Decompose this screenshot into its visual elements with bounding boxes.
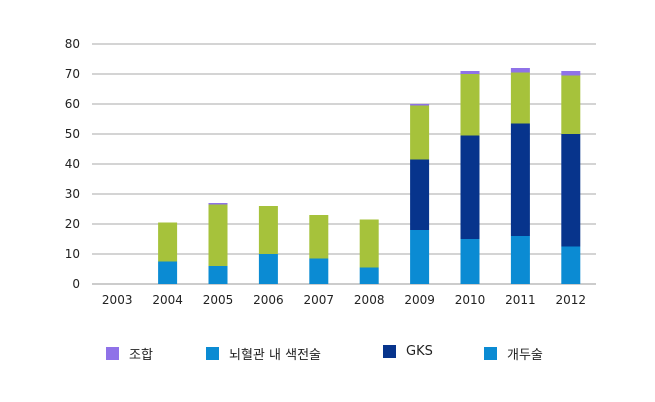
bar-segment [510, 68, 530, 73]
x-tick-label: 2004 [152, 293, 183, 307]
bar-segment [359, 267, 379, 284]
bar-segment [410, 230, 430, 284]
bar-segment [208, 204, 228, 266]
bar-segment [359, 219, 379, 268]
bar-segment [561, 71, 581, 76]
legend-item-gks: GKS [383, 344, 433, 359]
x-tick-label: 2006 [253, 293, 284, 307]
x-axis-ticks: 2003 2004 2005 2006 2007 2008 2009 2010 2011 2012 [102, 293, 586, 307]
y-tick-label: 70 [65, 67, 80, 81]
legend-label: GKS [406, 344, 433, 359]
legend-label: 뇌혈관 내 색전술 [229, 348, 321, 363]
bars [158, 68, 581, 284]
legend-label: 조합 [129, 348, 153, 363]
y-tick-label: 20 [65, 217, 80, 231]
legend-swatch [484, 347, 497, 360]
legend-item-combined: 조합 [106, 344, 153, 363]
bar-segment [460, 135, 480, 239]
bar-segment [309, 215, 329, 259]
bar-segment [158, 222, 178, 262]
legend-swatch [106, 347, 119, 360]
bar-segment [510, 72, 530, 124]
bar-segment [309, 258, 329, 284]
bar-segment [460, 71, 480, 74]
x-tick-label: 2009 [404, 293, 435, 307]
bar-segment [561, 134, 581, 247]
y-tick-label: 80 [65, 37, 80, 51]
y-tick-label: 50 [65, 127, 80, 141]
y-tick-label: 60 [65, 97, 80, 111]
bar-segment [561, 75, 581, 134]
y-axis-ticks: 0 10 20 30 40 50 60 70 80 [65, 37, 80, 291]
bar-segment [410, 105, 430, 160]
x-tick-label: 2010 [455, 293, 486, 307]
legend-label: 개두술 [507, 348, 543, 363]
y-tick-label: 40 [65, 157, 80, 171]
bar-segment [208, 203, 228, 205]
bar-segment [410, 159, 430, 230]
bar-segment [258, 206, 278, 254]
x-tick-label: 2011 [505, 293, 536, 307]
legend-item-craniotomy: 개두술 [484, 344, 543, 363]
x-tick-label: 2012 [556, 293, 587, 307]
legend-swatch [206, 347, 219, 360]
bar-segment [460, 74, 480, 136]
legend: 조합 뇌혈관 내 색전술 GKS 개두술 [0, 344, 655, 368]
legend-swatch [383, 345, 396, 358]
x-tick-label: 2008 [354, 293, 385, 307]
y-tick-label: 30 [65, 187, 80, 201]
bar-segment [258, 254, 278, 284]
x-tick-label: 2007 [304, 293, 335, 307]
x-tick-label: 2003 [102, 293, 133, 307]
legend-item-embolization: 뇌혈관 내 색전술 [206, 344, 321, 363]
bar-segment [158, 261, 178, 284]
bar-segment [208, 266, 228, 284]
bar-segment [460, 239, 480, 284]
bar-segment [410, 104, 430, 106]
y-tick-label: 0 [72, 277, 80, 291]
bar-segment [510, 236, 530, 284]
y-tick-label: 10 [65, 247, 80, 261]
bar-segment [561, 246, 581, 284]
bar-segment [510, 123, 530, 236]
x-tick-label: 2005 [203, 293, 234, 307]
